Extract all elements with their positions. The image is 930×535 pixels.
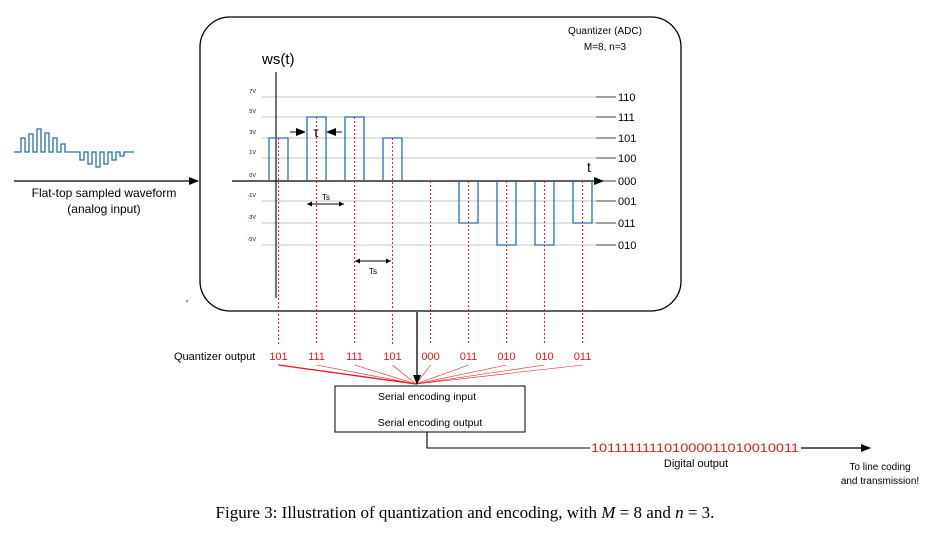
input-label-line2: (analog input) [67,202,140,216]
quantizer-code: 111 [346,351,363,363]
fan-in-line [415,364,507,385]
quantizer-code: 000 [421,351,439,363]
fan-in-line [415,364,545,385]
fan-in-line [415,364,583,385]
level-code-label: 101 [618,133,636,145]
fan-in-line [392,364,417,385]
level-label: -5V [247,237,256,243]
level-code-label: 000 [618,176,636,188]
quantizer-code: 011 [460,351,478,363]
level-code-label: 001 [618,196,636,208]
quantizer-code: 011 [574,351,592,363]
fan-in-line [415,364,469,385]
level-grid: 7V 5V 3V 1V 0V -1V -3V -5V 110 111 101 100 000 001 011… [247,89,636,252]
input-label-line1: Flat-top sampled waveform [32,186,177,200]
level-label: 1V [249,150,256,156]
level-label: -3V [247,215,256,221]
quantizer-params: M=8, n=3 [584,42,627,53]
destination-line1: To line coding [849,462,910,473]
encoder-output-path [426,432,590,449]
quantizer-output-label: Quantizer output [174,351,255,363]
waveform-icon [14,128,134,168]
quantizer-code: 101 [383,351,401,363]
fan-in-line [278,364,417,385]
quantizer-code: 010 [497,351,515,363]
figure-caption: Figure 3: Illustration of quantization a… [215,503,715,522]
fan-in-line [354,364,417,385]
stray-mark [185,299,189,303]
x-axis-title: t [587,159,591,175]
level-code-label: 010 [618,240,636,252]
y-axis-title: ws(t) [261,51,295,68]
level-code-label: 110 [618,92,636,104]
ts-label-2: Ts [369,267,377,276]
quantizer-output-codes: 101 111 111 101 000 011 010 010 011 [269,351,591,363]
quantizer-code: 101 [269,351,287,363]
level-label: 5V [249,109,256,115]
quantizer-title: Quantizer (ADC) [568,26,642,37]
level-label: -1V [247,193,256,199]
level-code-label: 011 [618,218,636,230]
quantizer-code: 010 [535,351,553,363]
tau-label: τ [313,124,319,140]
level-label: 0V [249,173,256,179]
digital-output-label: Digital output [664,458,728,470]
fan-in-line [316,364,417,385]
destination-line2: and transmission! [841,476,919,487]
level-label: 3V [249,130,256,136]
sample-drop-lines [278,117,583,345]
quantizer-box [199,16,682,312]
encoder-output-label: Serial encoding output [378,417,483,429]
ts-label-1: Ts [322,193,330,202]
level-code-label: 100 [618,153,636,165]
fan-in-lines [278,364,583,385]
encoder-box [334,385,526,433]
encoder-input-label: Serial encoding input [378,391,476,403]
level-label: 7V [249,89,256,95]
quantizer-code: 111 [308,351,325,363]
digital-output-bits: 101111111101000011010010011 [591,441,799,455]
level-code-label: 111 [618,112,635,124]
